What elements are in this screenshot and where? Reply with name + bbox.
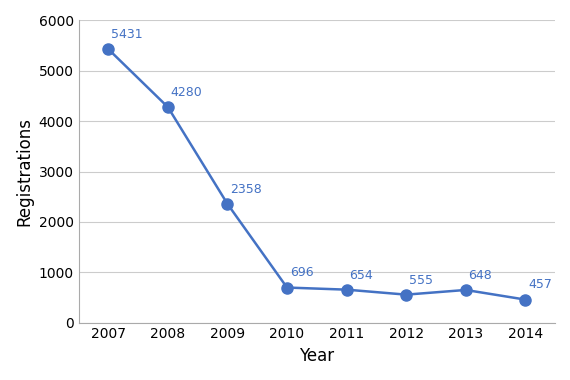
Text: 654: 654 (349, 269, 373, 282)
Text: 4280: 4280 (170, 86, 202, 99)
Text: 555: 555 (409, 274, 433, 287)
Text: 696: 696 (290, 266, 314, 279)
Y-axis label: Registrations: Registrations (15, 117, 33, 226)
Text: 5431: 5431 (111, 28, 142, 41)
X-axis label: Year: Year (299, 347, 335, 365)
Text: 2358: 2358 (230, 183, 262, 196)
Text: 457: 457 (528, 279, 552, 291)
Text: 648: 648 (469, 269, 492, 282)
